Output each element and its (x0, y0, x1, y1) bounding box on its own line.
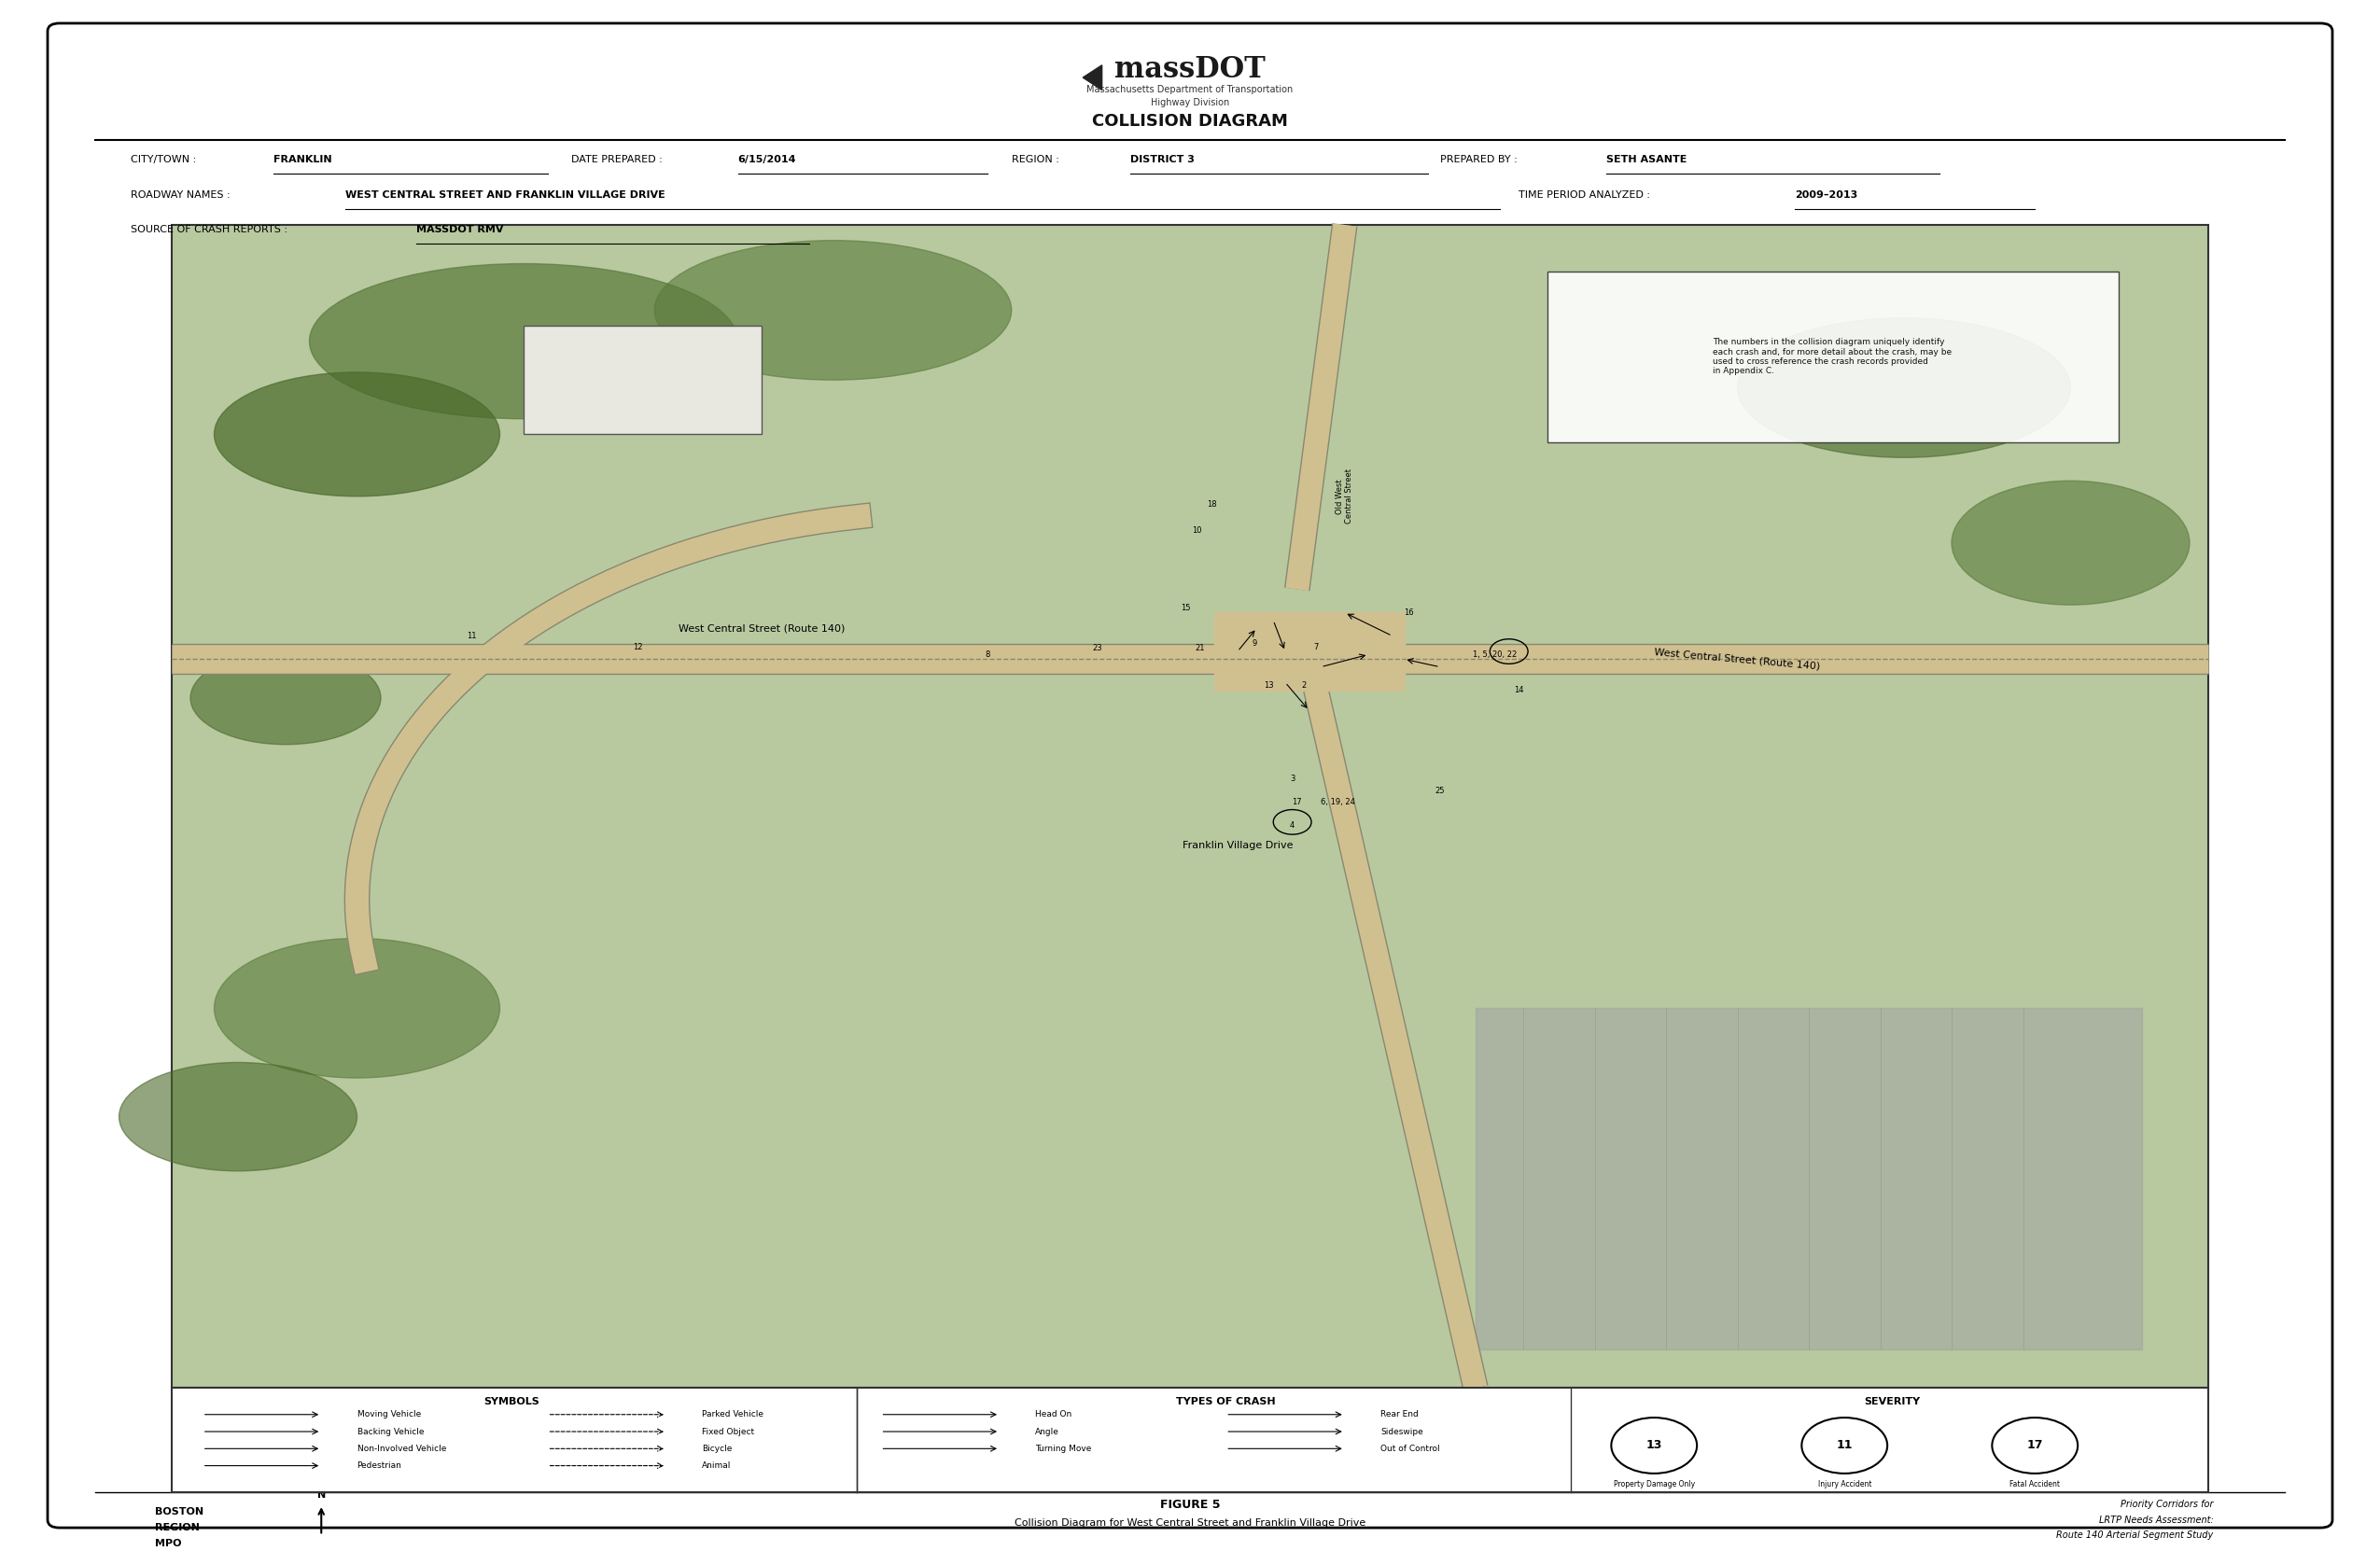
Bar (1214, 613, 1404, 690)
Text: MPO: MPO (155, 1539, 181, 1548)
Text: Rear End: Rear End (1380, 1410, 1418, 1419)
Text: DISTRICT 3: DISTRICT 3 (1130, 155, 1195, 164)
Text: 6/15/2014: 6/15/2014 (738, 155, 797, 164)
Text: 14: 14 (1514, 686, 1523, 695)
Text: 16: 16 (1404, 608, 1414, 617)
Ellipse shape (309, 264, 738, 419)
Text: Highway Division: Highway Division (1150, 98, 1230, 107)
Text: 10: 10 (1192, 526, 1202, 535)
Bar (1476, 1008, 2142, 1349)
Text: TYPES OF CRASH: TYPES OF CRASH (1176, 1397, 1276, 1407)
Text: Backing Vehicle: Backing Vehicle (357, 1427, 424, 1436)
Text: TIME PERIOD ANALYZED :: TIME PERIOD ANALYZED : (1518, 191, 1649, 200)
Text: Old West
Central Street: Old West Central Street (1335, 468, 1354, 524)
Text: WEST CENTRAL STREET AND FRANKLIN VILLAGE DRIVE: WEST CENTRAL STREET AND FRANKLIN VILLAGE… (345, 191, 664, 200)
Text: 2009–2013: 2009–2013 (1795, 191, 1856, 200)
FancyBboxPatch shape (171, 1388, 2209, 1492)
Ellipse shape (190, 651, 381, 744)
Text: 4: 4 (1290, 820, 1295, 830)
Text: 21: 21 (1195, 644, 1204, 653)
Bar (171, 225, 2209, 1388)
Text: 17: 17 (2028, 1439, 2042, 1452)
Text: Fatal Accident: Fatal Accident (2009, 1480, 2061, 1487)
Text: massDOT: massDOT (1114, 56, 1266, 84)
Text: Route 140 Arterial Segment Study: Route 140 Arterial Segment Study (2056, 1531, 2213, 1540)
Text: Turning Move: Turning Move (1035, 1444, 1092, 1453)
Text: 7: 7 (1314, 642, 1319, 651)
Text: REGION: REGION (155, 1523, 200, 1532)
Ellipse shape (654, 240, 1012, 380)
Text: Pedestrian: Pedestrian (357, 1461, 402, 1470)
Text: Injury Accident: Injury Accident (1818, 1480, 1871, 1487)
Text: Animal: Animal (702, 1461, 731, 1470)
Text: COLLISION DIAGRAM: COLLISION DIAGRAM (1092, 113, 1288, 129)
Text: Collision Diagram for West Central Street and Franklin Village Drive: Collision Diagram for West Central Stree… (1014, 1518, 1366, 1528)
Text: The numbers in the collision diagram uniquely identify
each crash and, for more : The numbers in the collision diagram uni… (1714, 338, 1952, 375)
Text: SEVERITY: SEVERITY (1864, 1397, 1921, 1407)
Text: REGION :: REGION : (1012, 155, 1059, 164)
Text: Angle: Angle (1035, 1427, 1059, 1436)
Text: Bicycle: Bicycle (702, 1444, 733, 1453)
FancyBboxPatch shape (48, 23, 2332, 1528)
Text: DATE PREPARED :: DATE PREPARED : (571, 155, 662, 164)
Text: 6, 19, 24: 6, 19, 24 (1321, 797, 1354, 807)
Text: MASSDOT RMV: MASSDOT RMV (416, 225, 505, 234)
FancyBboxPatch shape (1547, 271, 2118, 442)
Text: 13: 13 (1647, 1439, 1661, 1452)
Text: 23: 23 (1092, 644, 1102, 653)
Ellipse shape (214, 938, 500, 1078)
Text: 13: 13 (1264, 681, 1273, 690)
Text: FIGURE 5: FIGURE 5 (1159, 1498, 1221, 1511)
Ellipse shape (1952, 481, 2190, 605)
Ellipse shape (214, 372, 500, 496)
Text: Moving Vehicle: Moving Vehicle (357, 1410, 421, 1419)
Text: PREPARED BY :: PREPARED BY : (1440, 155, 1516, 164)
Text: 3: 3 (1290, 774, 1295, 783)
Text: SETH ASANTE: SETH ASANTE (1606, 155, 1687, 164)
Text: N: N (317, 1491, 326, 1500)
Text: Parked Vehicle: Parked Vehicle (702, 1410, 764, 1419)
Text: 11: 11 (1837, 1439, 1852, 1452)
Text: FRANKLIN: FRANKLIN (274, 155, 333, 164)
Ellipse shape (119, 1062, 357, 1171)
Text: SOURCE OF CRASH REPORTS :: SOURCE OF CRASH REPORTS : (131, 225, 288, 234)
Text: Property Damage Only: Property Damage Only (1614, 1480, 1695, 1487)
Text: BOSTON: BOSTON (155, 1508, 202, 1517)
Text: CITY/TOWN :: CITY/TOWN : (131, 155, 198, 164)
Text: 18: 18 (1207, 499, 1216, 509)
Text: Priority Corridors for: Priority Corridors for (2121, 1500, 2213, 1509)
Ellipse shape (1737, 318, 2071, 458)
Text: 15: 15 (1180, 603, 1190, 613)
Text: 12: 12 (633, 642, 643, 651)
Text: Out of Control: Out of Control (1380, 1444, 1440, 1453)
Text: 2: 2 (1302, 681, 1307, 690)
Text: SYMBOLS: SYMBOLS (483, 1397, 540, 1407)
Text: 8: 8 (985, 650, 990, 659)
Text: West Central Street (Route 140): West Central Street (Route 140) (1654, 647, 1821, 672)
Text: 1, 5, 20, 22: 1, 5, 20, 22 (1473, 650, 1516, 659)
Polygon shape (1083, 65, 1102, 90)
Text: Sideswipe: Sideswipe (1380, 1427, 1423, 1436)
Text: 17: 17 (1292, 797, 1302, 807)
Text: Massachusetts Department of Transportation: Massachusetts Department of Transportati… (1088, 85, 1292, 95)
Text: ROADWAY NAMES :: ROADWAY NAMES : (131, 191, 231, 200)
Text: 9: 9 (1252, 639, 1257, 648)
Text: Head On: Head On (1035, 1410, 1071, 1419)
Text: LRTP Needs Assessment:: LRTP Needs Assessment: (2099, 1515, 2213, 1525)
Text: Franklin Village Drive: Franklin Village Drive (1183, 841, 1292, 850)
Text: Fixed Object: Fixed Object (702, 1427, 754, 1436)
Text: 25: 25 (1435, 786, 1445, 796)
FancyBboxPatch shape (524, 326, 762, 434)
Text: Non-Involved Vehicle: Non-Involved Vehicle (357, 1444, 445, 1453)
Text: 11: 11 (466, 631, 476, 641)
Text: West Central Street (Route 140): West Central Street (Route 140) (678, 624, 845, 633)
